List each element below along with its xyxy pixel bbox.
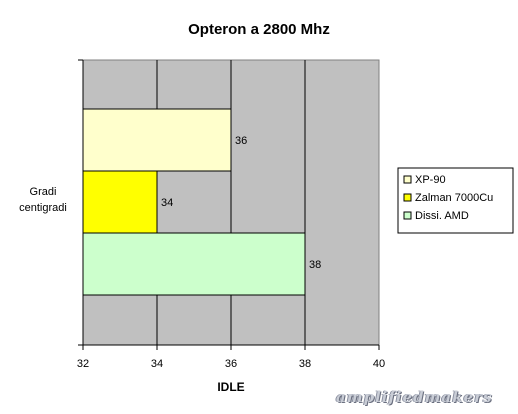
x-tick-label: 32 <box>77 358 89 370</box>
chart-title: Opteron a 2800 Mhz <box>188 21 330 38</box>
legend-swatch <box>403 211 412 220</box>
data-label: 36 <box>235 135 247 147</box>
legend-swatch <box>403 193 412 202</box>
legend-label: XP-90 <box>415 174 446 186</box>
watermark-logo: amplifiedmakers <box>336 388 493 406</box>
y-category-label: Gradi centigradi <box>19 186 67 214</box>
legend-box <box>397 167 514 234</box>
data-label: 38 <box>309 259 321 271</box>
bar-xp-90 <box>82 108 232 172</box>
x-axis-title: IDLE <box>217 380 244 394</box>
legend: XP-90 Zalman 7000Cu Dissi. AMD <box>397 167 514 234</box>
x-tick-label: 34 <box>151 358 163 370</box>
x-tick-label: 40 <box>373 358 385 370</box>
bar-zalman-7000cu <box>82 170 158 234</box>
bar-dissi-amd <box>82 232 306 296</box>
legend-swatch <box>403 175 412 184</box>
x-ticks-group: 32 34 36 38 40 <box>77 345 385 370</box>
legend-label: Zalman 7000Cu <box>415 192 493 204</box>
bars-group <box>82 108 306 296</box>
x-tick-label: 38 <box>299 358 311 370</box>
data-labels-group: 36 34 38 <box>161 135 321 271</box>
x-tick-label: 36 <box>225 358 237 370</box>
legend-label: Dissi. AMD <box>415 210 469 222</box>
data-label: 34 <box>161 197 173 209</box>
